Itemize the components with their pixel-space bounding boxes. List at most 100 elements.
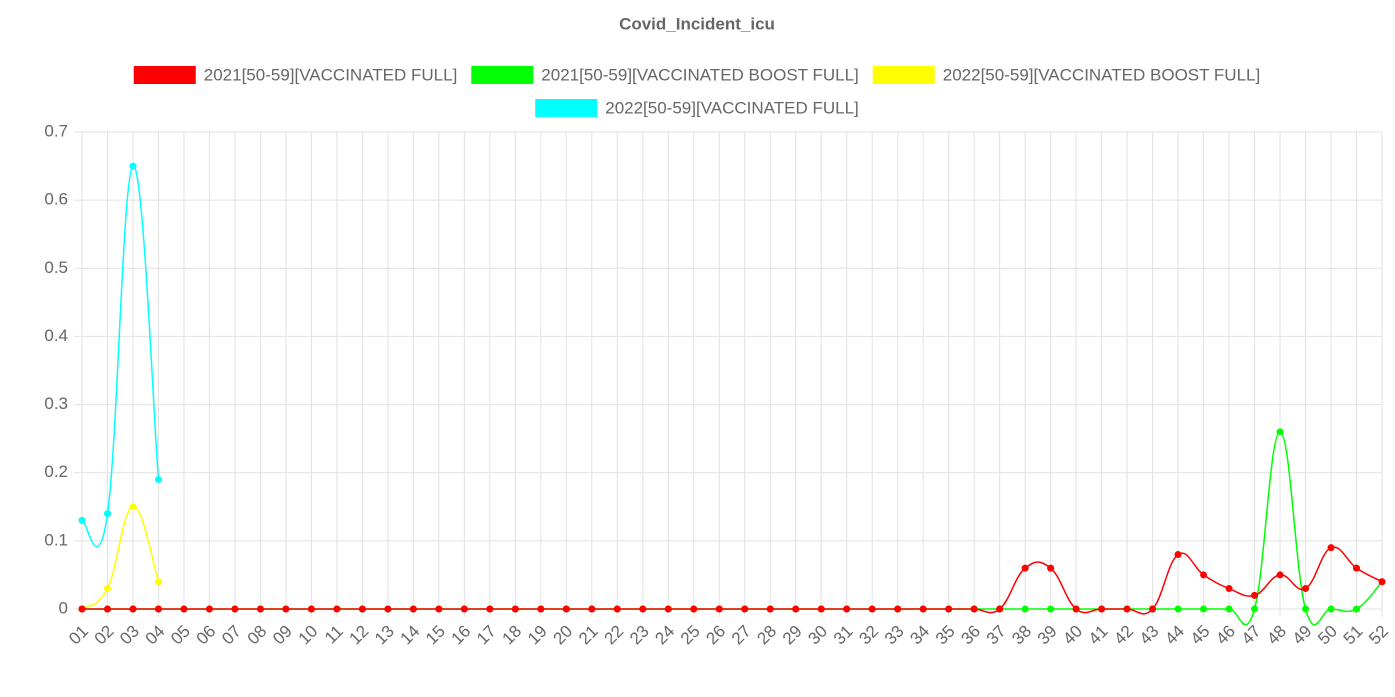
legend-label: 2021[50-59][VACCINATED BOOST FULL] xyxy=(541,65,858,84)
legend-item: 2022[50-59][VACCINATED FULL] xyxy=(535,98,859,117)
x-tick-label: 52 xyxy=(1365,622,1392,649)
x-tick-label: 21 xyxy=(575,622,602,649)
x-tick-label: 45 xyxy=(1187,622,1214,649)
data-point xyxy=(154,476,162,484)
data-point xyxy=(384,605,392,613)
data-point xyxy=(715,605,723,613)
legend-label: 2022[50-59][VACCINATED FULL] xyxy=(605,98,859,117)
data-point xyxy=(129,605,137,613)
x-tick-label: 36 xyxy=(957,622,984,649)
x-tick-label: 25 xyxy=(677,622,704,649)
data-point xyxy=(639,605,647,613)
x-tick-label: 30 xyxy=(804,622,831,649)
data-point xyxy=(511,605,519,613)
data-point xyxy=(1225,605,1233,613)
legend-swatch xyxy=(535,99,598,117)
legend-swatch xyxy=(133,66,196,84)
x-tick-label: 19 xyxy=(524,622,551,649)
data-point xyxy=(945,605,953,613)
legend-item: 2021[50-59][VACCINATED BOOST FULL] xyxy=(471,65,859,84)
data-point xyxy=(486,605,494,613)
data-point xyxy=(129,503,137,511)
data-point xyxy=(1327,544,1335,552)
series-line xyxy=(81,165,160,548)
x-tick-label: 13 xyxy=(371,622,398,649)
x-tick-label: 11 xyxy=(321,622,347,648)
data-point xyxy=(103,605,111,613)
x-tick-label: 40 xyxy=(1059,622,1086,649)
x-tick-label: 15 xyxy=(422,622,449,649)
x-tick-label: 16 xyxy=(448,622,475,649)
data-point xyxy=(103,585,111,593)
x-tick-label: 05 xyxy=(167,622,194,649)
x-tick-label: 14 xyxy=(397,622,424,649)
data-point xyxy=(817,605,825,613)
legend-label: 2022[50-59][VACCINATED BOOST FULL] xyxy=(943,65,1260,84)
data-point xyxy=(1276,428,1284,436)
data-point xyxy=(231,605,239,613)
x-tick-label: 32 xyxy=(855,622,882,649)
x-tick-label: 01 xyxy=(65,622,92,649)
y-tick-label: 0.2 xyxy=(44,462,68,481)
x-tick-label: 34 xyxy=(906,622,933,649)
series-line xyxy=(81,506,160,610)
data-point xyxy=(690,605,698,613)
series-line xyxy=(81,431,1383,626)
x-tick-label: 26 xyxy=(702,622,729,649)
y-tick-label: 0.3 xyxy=(44,394,68,413)
data-point xyxy=(1251,605,1259,613)
data-point xyxy=(1021,605,1029,613)
data-point xyxy=(205,605,213,613)
data-point xyxy=(1149,605,1157,613)
x-tick-label: 24 xyxy=(651,622,678,649)
data-point xyxy=(154,578,162,586)
data-point xyxy=(766,605,774,613)
data-point xyxy=(78,605,86,613)
x-tick-label: 09 xyxy=(269,622,296,649)
data-point xyxy=(1174,550,1182,558)
data-point xyxy=(358,605,366,613)
data-point xyxy=(307,605,315,613)
chart-title: Covid_Incident_icu xyxy=(619,14,775,33)
x-tick-label: 33 xyxy=(881,622,908,649)
y-tick-label: 0 xyxy=(59,598,68,617)
x-tick-label: 20 xyxy=(549,622,576,649)
data-point xyxy=(919,605,927,613)
data-point xyxy=(1200,605,1208,613)
x-tick-label: 02 xyxy=(91,622,118,649)
data-point xyxy=(1276,571,1284,579)
x-tick-label: 51 xyxy=(1340,622,1367,649)
x-tick-label: 38 xyxy=(1008,622,1035,649)
data-point xyxy=(868,605,876,613)
x-tick-label: 17 xyxy=(473,622,500,649)
x-tick-label: 06 xyxy=(193,622,220,649)
x-tick-label: 27 xyxy=(728,622,755,649)
y-tick-label: 0.6 xyxy=(44,190,68,209)
data-point xyxy=(613,605,621,613)
x-tick-label: 03 xyxy=(116,622,143,649)
data-point xyxy=(103,510,111,518)
data-point xyxy=(996,605,1004,613)
legend-label: 2021[50-59][VACCINATED FULL] xyxy=(204,65,458,84)
data-point xyxy=(1047,564,1055,572)
data-point xyxy=(1021,564,1029,572)
data-point xyxy=(1072,605,1080,613)
x-tick-label: 28 xyxy=(753,622,780,649)
data-point xyxy=(664,605,672,613)
x-tick-label: 44 xyxy=(1161,622,1188,649)
legend-item: 2022[50-59][VACCINATED BOOST FULL] xyxy=(872,65,1260,84)
data-point xyxy=(1353,564,1361,572)
data-point xyxy=(256,605,264,613)
x-tick-label: 42 xyxy=(1110,622,1137,649)
data-point xyxy=(435,605,443,613)
data-point xyxy=(78,516,86,524)
data-point xyxy=(1098,605,1106,613)
data-point xyxy=(409,605,417,613)
data-point xyxy=(1327,605,1335,613)
legend-swatch xyxy=(872,66,935,84)
data-point xyxy=(1200,571,1208,579)
data-point xyxy=(1225,585,1233,593)
x-tick-label: 04 xyxy=(142,622,169,649)
data-point xyxy=(282,605,290,613)
